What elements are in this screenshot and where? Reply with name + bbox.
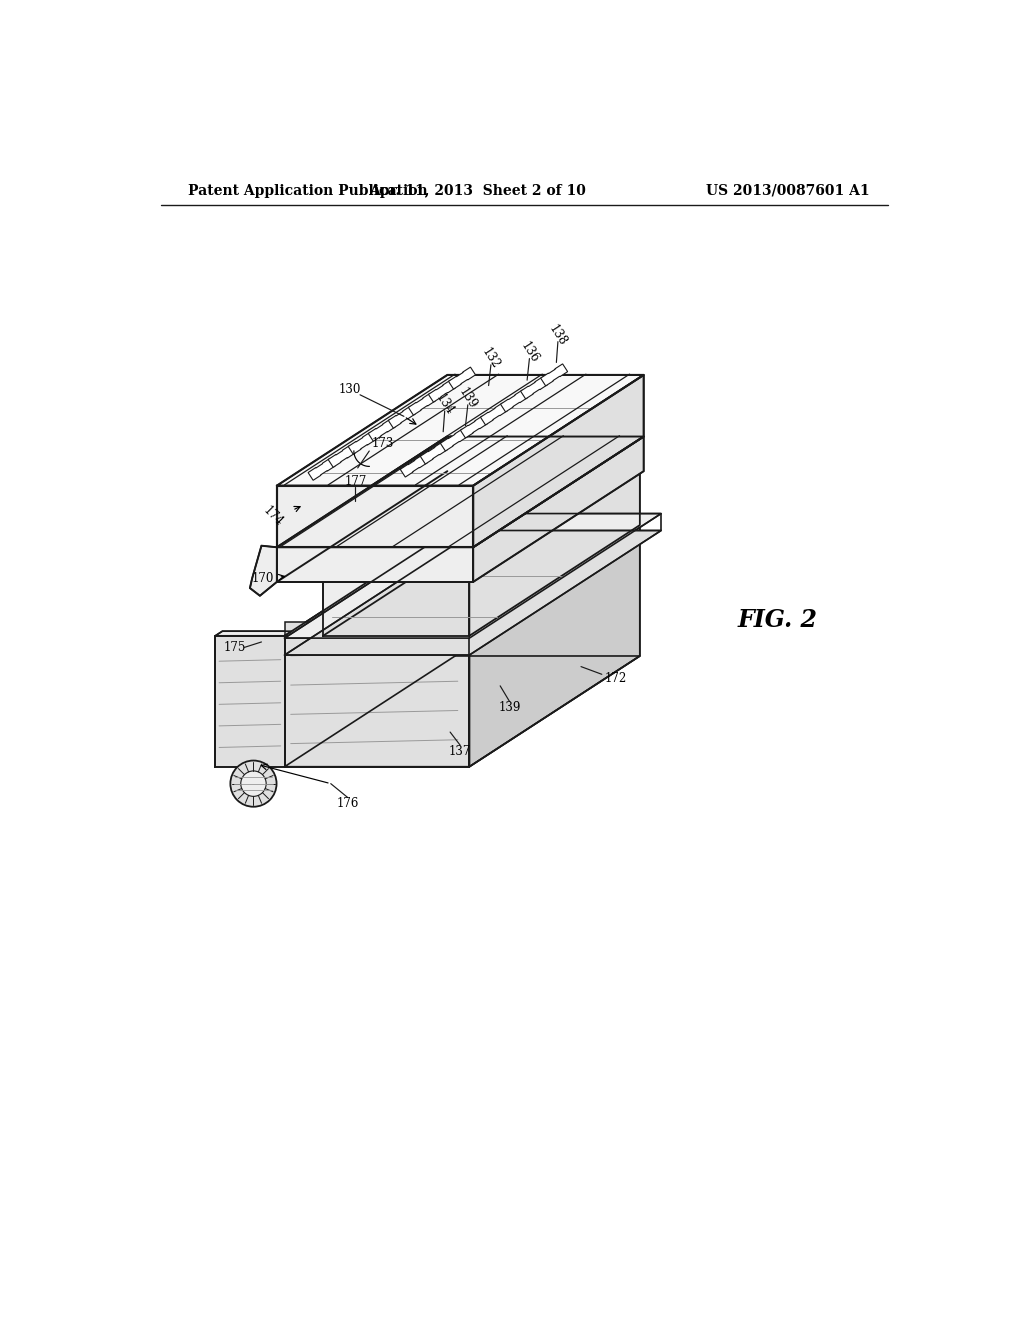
- Text: 136: 136: [518, 339, 541, 366]
- Polygon shape: [276, 375, 644, 486]
- Text: 173: 173: [372, 437, 394, 450]
- Text: Patent Application Publication: Patent Application Publication: [188, 183, 428, 198]
- Polygon shape: [308, 458, 335, 480]
- Polygon shape: [276, 486, 473, 548]
- Polygon shape: [285, 636, 469, 767]
- Polygon shape: [323, 471, 640, 582]
- Polygon shape: [469, 525, 640, 767]
- Text: 130: 130: [339, 383, 361, 396]
- Polygon shape: [285, 525, 640, 636]
- Polygon shape: [480, 403, 508, 425]
- Text: 138: 138: [547, 322, 569, 348]
- Polygon shape: [250, 545, 276, 595]
- Polygon shape: [285, 622, 469, 636]
- Polygon shape: [501, 389, 527, 412]
- Polygon shape: [520, 378, 548, 399]
- Polygon shape: [215, 631, 292, 636]
- Text: 172: 172: [604, 672, 627, 685]
- Text: 137: 137: [449, 744, 471, 758]
- Polygon shape: [348, 432, 375, 454]
- Polygon shape: [215, 636, 285, 767]
- Circle shape: [230, 760, 276, 807]
- Polygon shape: [469, 471, 640, 636]
- Text: 176: 176: [337, 797, 358, 810]
- Polygon shape: [276, 437, 644, 548]
- Polygon shape: [400, 455, 427, 477]
- Text: 170: 170: [252, 572, 274, 585]
- Polygon shape: [388, 407, 416, 428]
- Text: 175: 175: [223, 640, 246, 653]
- Polygon shape: [369, 420, 395, 441]
- Polygon shape: [420, 442, 447, 465]
- Text: 174: 174: [260, 504, 286, 529]
- Text: US 2013/0087601 A1: US 2013/0087601 A1: [707, 183, 869, 198]
- Polygon shape: [473, 375, 644, 548]
- Text: 134: 134: [433, 392, 457, 417]
- Polygon shape: [285, 513, 662, 638]
- Text: FIG. 2: FIG. 2: [737, 609, 817, 632]
- Polygon shape: [285, 525, 640, 636]
- Polygon shape: [541, 364, 567, 385]
- Text: 177: 177: [344, 475, 367, 488]
- Text: Apr. 11, 2013  Sheet 2 of 10: Apr. 11, 2013 Sheet 2 of 10: [369, 183, 586, 198]
- Polygon shape: [473, 437, 644, 582]
- Circle shape: [241, 771, 266, 796]
- Polygon shape: [323, 582, 469, 636]
- Polygon shape: [428, 380, 456, 403]
- Polygon shape: [285, 531, 662, 655]
- Polygon shape: [449, 367, 475, 389]
- Text: 132: 132: [479, 346, 503, 371]
- Polygon shape: [409, 393, 435, 416]
- Polygon shape: [440, 429, 467, 451]
- Polygon shape: [328, 445, 355, 467]
- Polygon shape: [461, 416, 487, 438]
- Text: 139: 139: [499, 701, 520, 714]
- Text: 139: 139: [457, 385, 479, 412]
- Polygon shape: [276, 548, 473, 582]
